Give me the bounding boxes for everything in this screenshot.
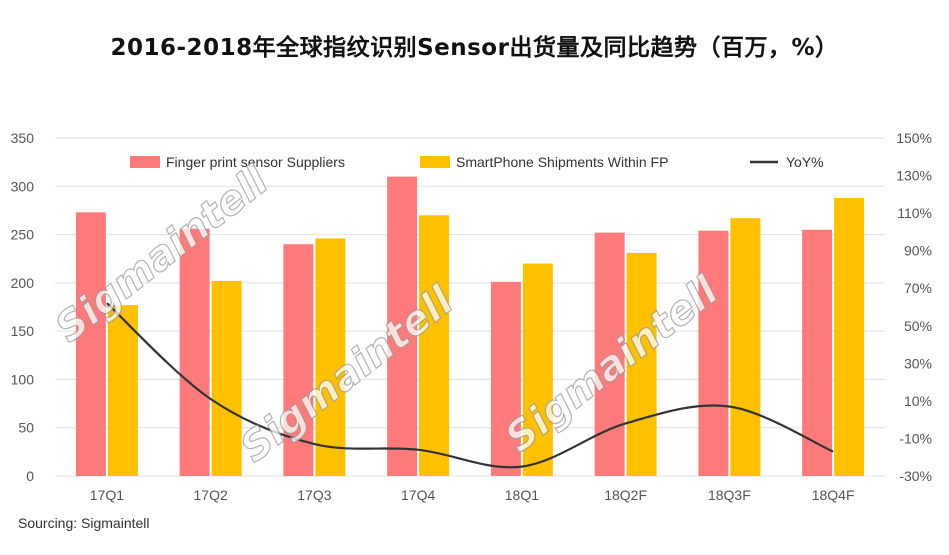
bar-fp-sensor <box>490 281 521 476</box>
bar-fp-sensor <box>594 232 625 476</box>
bar-fp-sensor <box>698 230 729 476</box>
y-left-tick-label: 150 <box>11 323 35 339</box>
x-tick-label: 18Q4F <box>812 487 855 503</box>
yoy-line <box>106 302 834 469</box>
y-right-tick-label: 50% <box>904 318 932 334</box>
bar-fp-sensor <box>75 212 106 477</box>
legend-fp-sensor-swatch <box>130 156 160 168</box>
bar-smartphone <box>730 218 761 476</box>
x-tick-label: 17Q2 <box>194 487 228 503</box>
y-left-tick-label: 300 <box>11 178 35 194</box>
y-left-tick-label: 350 <box>11 130 35 146</box>
bar-smartphone <box>419 215 450 476</box>
y-right-tick-label: 10% <box>904 393 932 409</box>
source-note: Sourcing: Sigmaintell <box>18 515 150 531</box>
y-left-tick-label: 250 <box>11 227 35 243</box>
bar-smartphone <box>626 252 657 476</box>
bar-smartphone <box>522 263 553 476</box>
x-tick-label: 18Q1 <box>505 487 539 503</box>
bar-fp-sensor <box>179 228 210 476</box>
chart-title: 2016-2018年全球指纹识别Sensor出货量及同比趋势（百万，%） <box>110 35 839 61</box>
legend-smartphone-label: SmartPhone Shipments Within FP <box>456 154 668 170</box>
y-right-tick-label: 30% <box>904 355 932 371</box>
legend-smartphone-swatch <box>420 156 450 168</box>
x-tick-label: 17Q4 <box>401 487 435 503</box>
y-right-tick-label: 130% <box>896 168 932 184</box>
x-tick-label: 18Q3F <box>708 487 751 503</box>
bar-fp-sensor <box>387 176 418 476</box>
y-right-tick-label: 90% <box>904 243 932 259</box>
y-left-tick-label: 50 <box>18 420 34 436</box>
y-right-tick-label: -30% <box>899 468 932 484</box>
y-right-tick-label: 110% <box>897 205 932 221</box>
y-right-tick-label: 150% <box>896 130 932 146</box>
x-tick-label: 17Q3 <box>297 487 331 503</box>
y-left-tick-label: 100 <box>11 371 35 387</box>
x-tick-label: 17Q1 <box>90 487 124 503</box>
y-left-tick-label: 0 <box>26 468 34 484</box>
bar-fp-sensor <box>802 229 833 476</box>
y-left-tick-label: 200 <box>11 275 35 291</box>
y-right-tick-label: 70% <box>904 280 932 296</box>
bar-smartphone <box>107 305 138 476</box>
legend-fp-sensor-label: Finger print sensor Suppliers <box>166 154 345 170</box>
legend-yoy-label: YoY% <box>786 154 824 170</box>
y-right-tick-label: -10% <box>899 430 932 446</box>
bar-smartphone <box>834 197 865 477</box>
bar-smartphone <box>315 238 346 476</box>
x-tick-label: 18Q2F <box>604 487 647 503</box>
bar-smartphone <box>211 280 242 476</box>
